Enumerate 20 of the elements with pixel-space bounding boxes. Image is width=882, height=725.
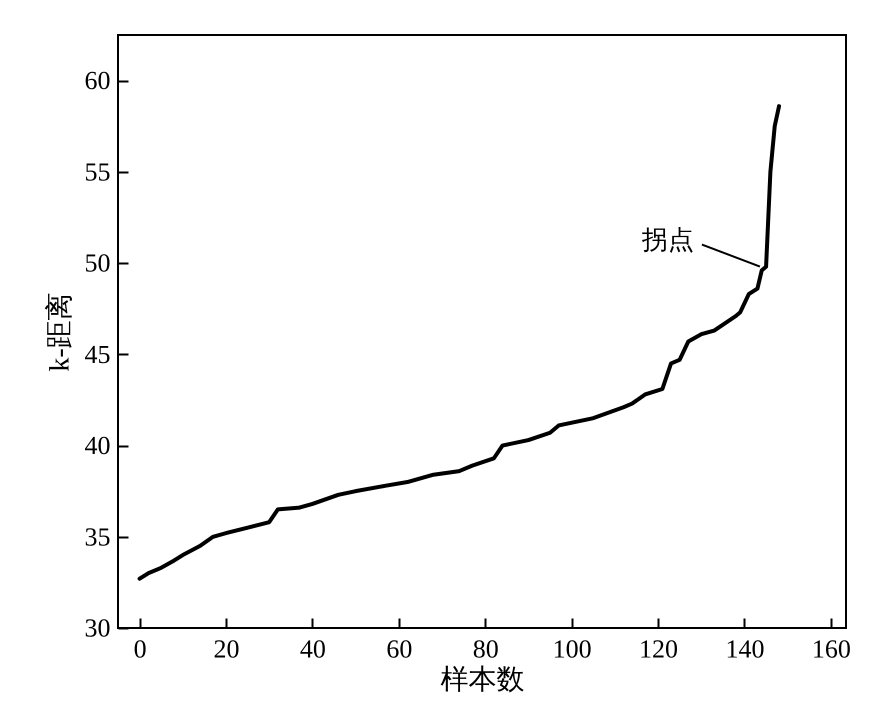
y-tick-label: 40 [84, 431, 110, 460]
line-series [138, 104, 782, 581]
x-tick-label: 100 [552, 634, 592, 664]
y-axis-title: k-距离 [44, 292, 76, 372]
annotation: 拐点 [640, 226, 694, 255]
y-tick-label: 30 [84, 614, 110, 642]
x-tick-label: 120 [639, 634, 678, 664]
x-tick-label: 160 [812, 634, 851, 664]
x-tick-label: 140 [725, 634, 764, 664]
y-tick-label: 60 [84, 66, 110, 96]
x-tick-label: 20 [214, 634, 240, 664]
y-tick-label: 35 [84, 522, 110, 552]
y-tick-label: 50 [84, 248, 110, 278]
x-tick-label: 40 [300, 634, 326, 664]
x-tick-label: 80 [472, 634, 499, 664]
x-tick-label: 60 [386, 634, 412, 664]
y-tick-label: 55 [84, 157, 110, 186]
y-tick-label: 45 [84, 340, 110, 369]
x-tick-label: 0 [134, 634, 147, 664]
x-axis-title: 样本数 [440, 664, 524, 696]
